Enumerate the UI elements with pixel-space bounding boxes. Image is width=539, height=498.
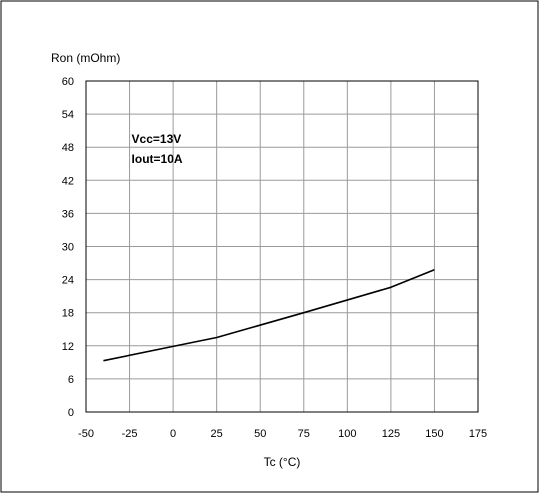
annotation-iout: Iout=10A [132, 152, 183, 166]
x-tick-label: 75 [298, 428, 310, 440]
y-tick-label: 18 [62, 308, 74, 320]
y-tick-label: 6 [68, 374, 74, 386]
y-tick-label: 30 [62, 242, 74, 254]
y-tick-label: 24 [62, 275, 74, 287]
plot-area-border [85, 80, 479, 413]
y-tick-label: 12 [62, 341, 74, 353]
x-tick-label: 50 [254, 428, 266, 440]
x-tick-label: 125 [382, 428, 400, 440]
y-axis-title: Ron (mOhm) [51, 51, 120, 65]
y-tick-label: 0 [68, 407, 74, 419]
y-tick-label: 48 [62, 142, 74, 154]
x-tick-label: -50 [78, 428, 94, 440]
grid [86, 81, 478, 412]
x-tick-label: 25 [211, 428, 223, 440]
y-tick-label: 60 [62, 76, 74, 88]
y-tick-label: 54 [62, 109, 74, 121]
series [103, 268, 435, 362]
x-tick-label: 0 [170, 428, 176, 440]
annotation-vcc: Vcc=13V [132, 132, 182, 146]
axis-ticks: -50 -25 0 25 50 75 100 125 150 175 0 6 12 18 24 30 36 42 4… [62, 76, 487, 440]
series-line [103, 268, 435, 362]
y-tick-label: 36 [62, 208, 74, 220]
x-tick-label: 100 [338, 428, 356, 440]
x-tick-label: -25 [122, 428, 138, 440]
x-axis-title: Tc (°C) [264, 455, 301, 469]
x-tick-label: 175 [469, 428, 487, 440]
y-tick-label: 42 [62, 175, 74, 187]
x-tick-label: 150 [425, 428, 443, 440]
